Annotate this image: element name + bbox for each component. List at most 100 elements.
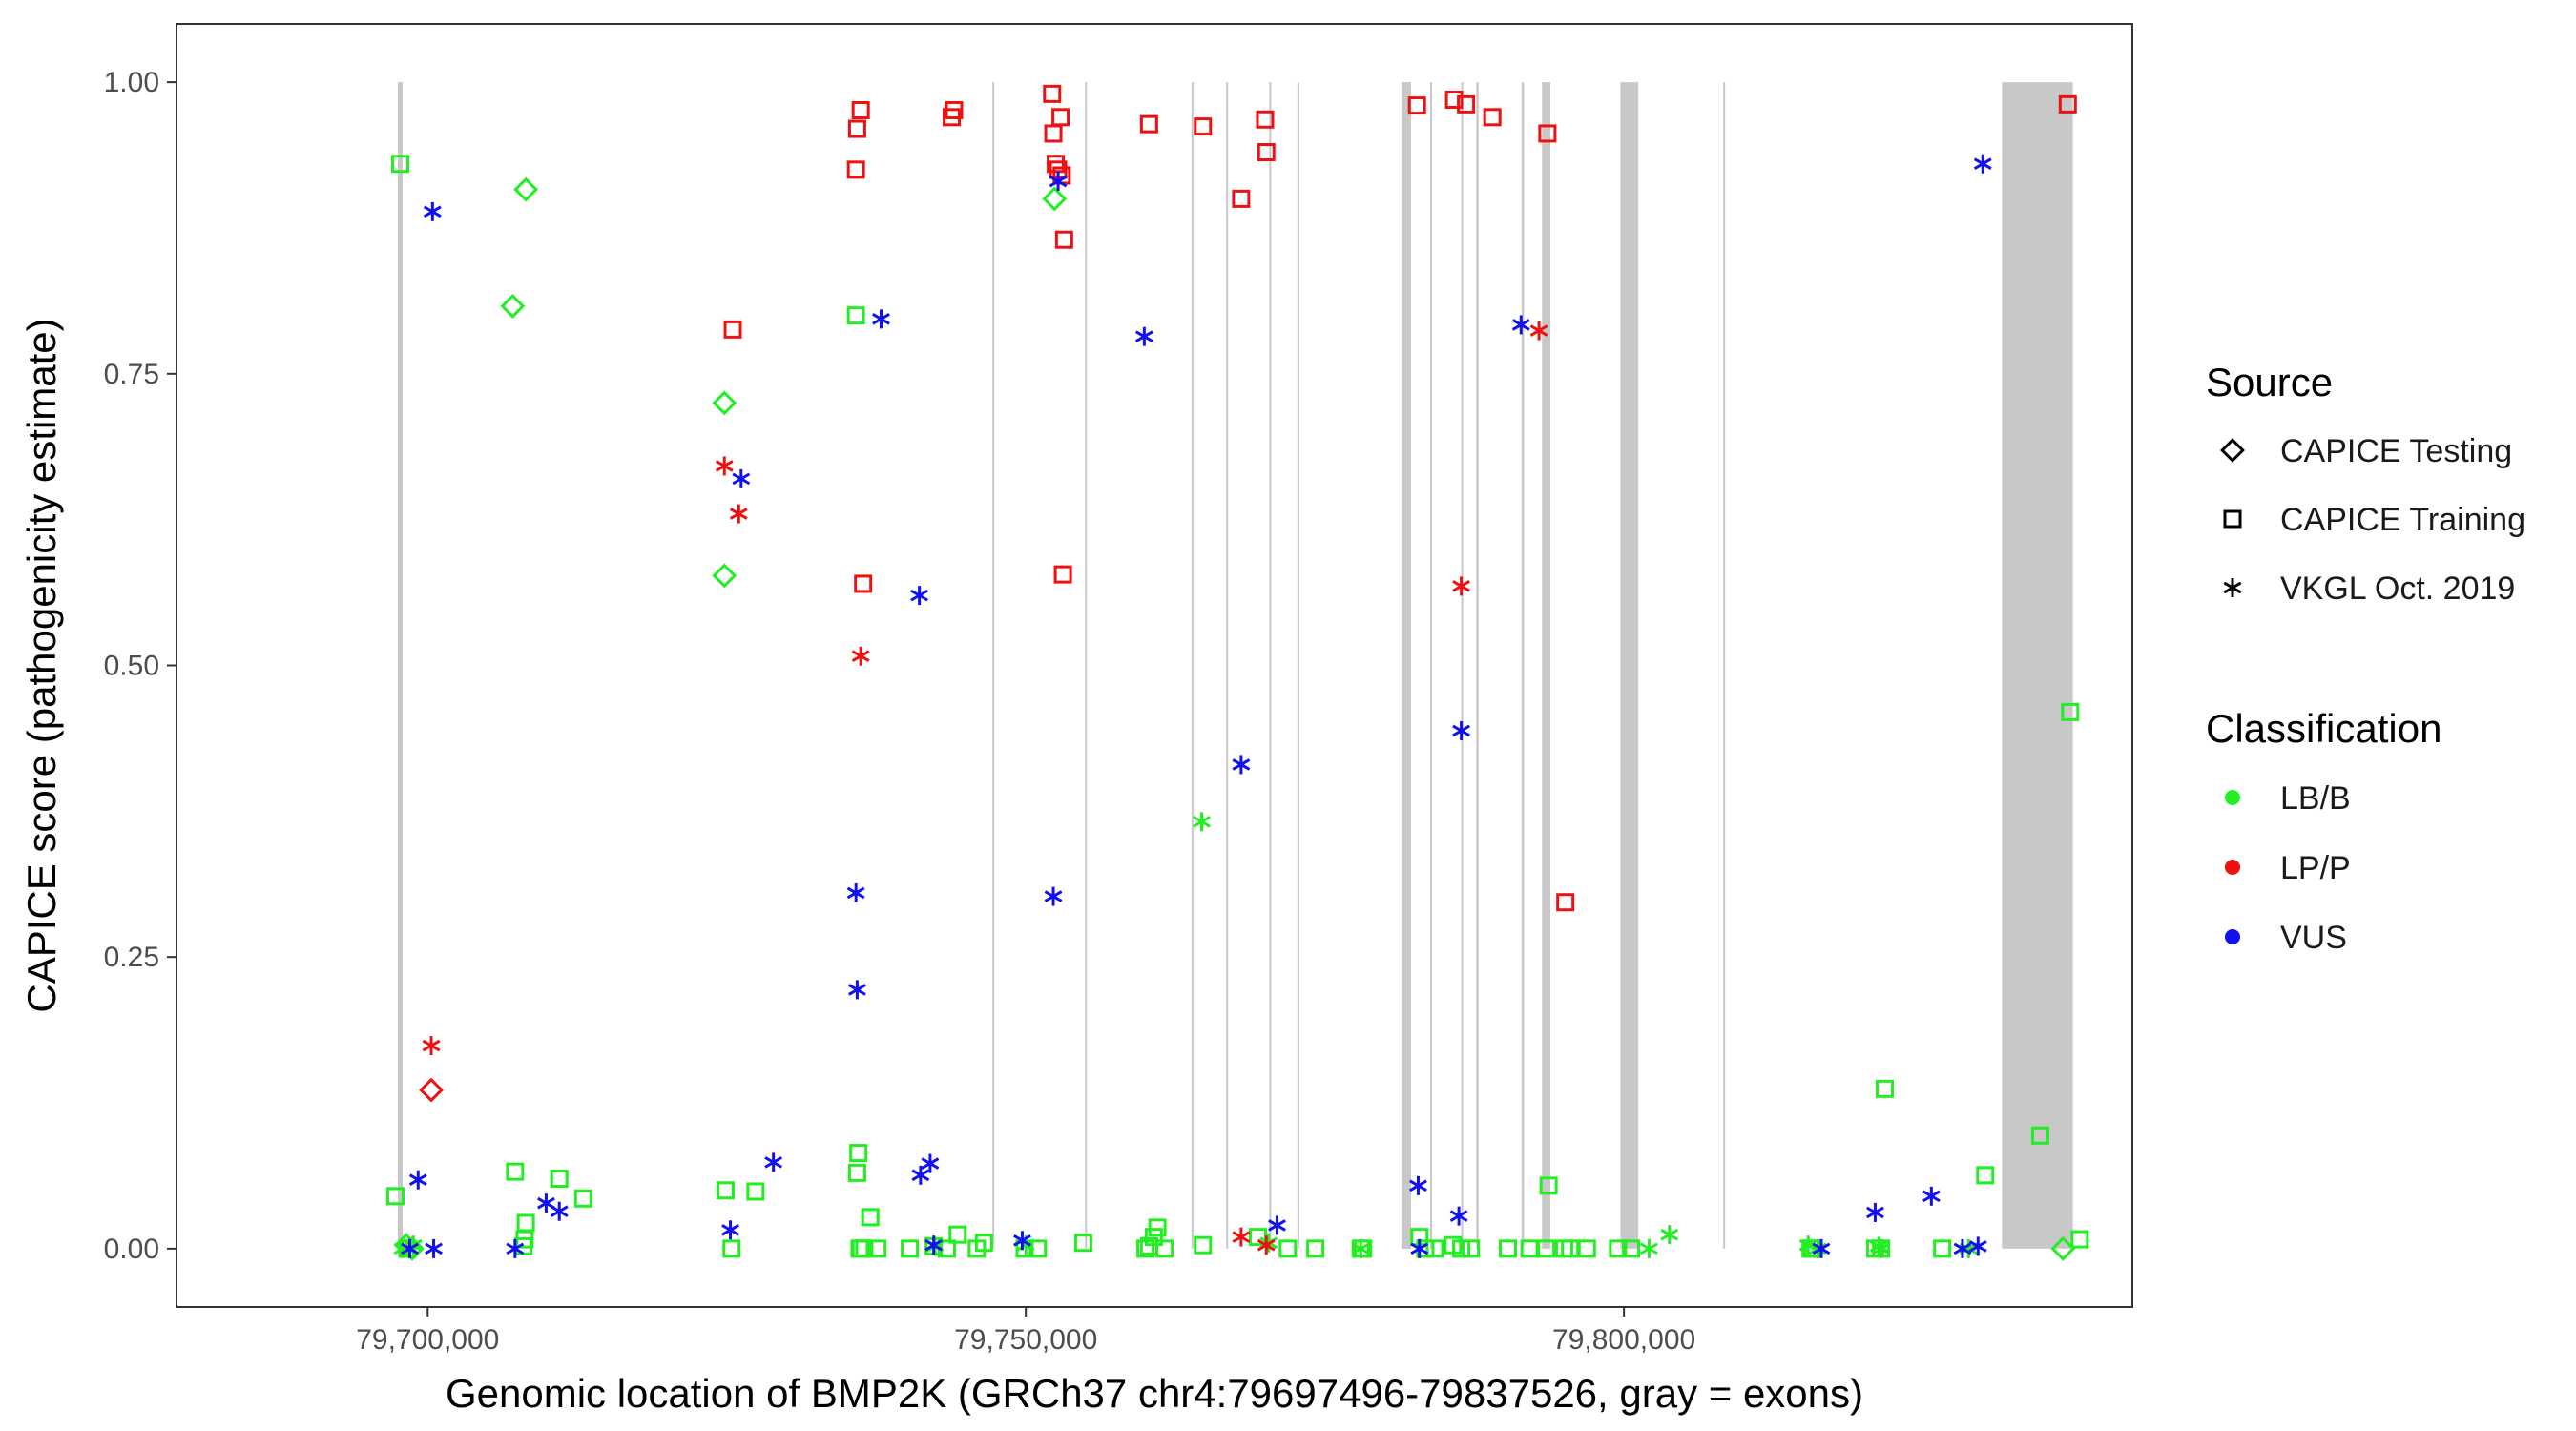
point-capice-training-lb-b xyxy=(1622,1239,1641,1258)
legend-label: CAPICE Training xyxy=(2280,502,2525,538)
legend-label: VUS xyxy=(2280,920,2347,956)
point-vkgl-oct-2019-vus xyxy=(1049,172,1068,192)
point-capice-training-lb-b xyxy=(1499,1239,1518,1258)
legend-key-dot xyxy=(2225,790,2240,805)
exon-band xyxy=(397,82,403,1249)
point-capice-testing-lb-b xyxy=(712,563,737,589)
point-vkgl-oct-2019-vus xyxy=(401,1238,419,1258)
point-vkgl-oct-2019-lb-b xyxy=(1798,1235,1818,1255)
point-capice-training-lb-b xyxy=(2061,702,2080,721)
point-capice-training-lb-b xyxy=(1144,1228,1163,1247)
legend-label: LB/B xyxy=(2280,780,2351,817)
point-capice-training-lb-b xyxy=(868,1239,887,1258)
point-vkgl-oct-2019-vus xyxy=(846,882,865,902)
exon-band xyxy=(1191,82,1194,1249)
point-vkgl-oct-2019-vus xyxy=(1511,315,1530,335)
point-vkgl-oct-2019-lb-b xyxy=(1351,1238,1370,1258)
point-capice-testing-lb-b xyxy=(2050,1235,2076,1261)
point-vkgl-oct-2019-lb-b xyxy=(1193,812,1211,832)
point-capice-testing-lb-b xyxy=(712,390,737,416)
x-tick-label: 79,750,000 xyxy=(954,1324,1097,1356)
point-capice-training-lb-b xyxy=(1194,1235,1213,1255)
exon-band xyxy=(992,82,995,1249)
point-capice-training-lb-b xyxy=(1452,1239,1471,1258)
point-capice-training-lb-b xyxy=(2070,1230,2089,1249)
point-capice-training-lb-b xyxy=(1933,1239,1952,1258)
legend-key-dot xyxy=(2225,860,2240,875)
point-capice-training-lp-p xyxy=(1457,94,1476,114)
point-vkgl-oct-2019-lb-b xyxy=(1872,1238,1891,1258)
exon-band xyxy=(1476,82,1479,1249)
point-capice-training-lp-p xyxy=(1483,108,1502,127)
point-vkgl-oct-2019-lp-p xyxy=(715,456,734,476)
point-capice-training-lb-b xyxy=(506,1162,525,1181)
point-vkgl-oct-2019-vus xyxy=(408,1170,427,1190)
point-capice-testing-lb-b xyxy=(1042,186,1068,212)
data-points xyxy=(385,84,2089,1261)
point-vkgl-oct-2019-lp-p xyxy=(1232,1227,1251,1247)
point-vkgl-oct-2019-lb-b xyxy=(393,1238,412,1258)
legend-key-diamond xyxy=(2220,438,2245,463)
exon-band xyxy=(1226,82,1229,1249)
point-capice-testing-lp-p xyxy=(419,1077,444,1103)
point-vkgl-oct-2019-vus xyxy=(425,1238,443,1258)
point-vkgl-oct-2019-vus xyxy=(732,468,751,488)
point-vkgl-oct-2019-vus xyxy=(1268,1215,1286,1235)
point-capice-training-lp-p xyxy=(1139,114,1158,134)
y-axis: 0.00 0.25 0.50 0.75 1.00 xyxy=(104,67,177,1265)
point-capice-training-lp-p xyxy=(1043,84,1062,103)
point-capice-training-lb-b xyxy=(1875,1079,1894,1098)
point-vkgl-oct-2019-lp-p xyxy=(422,1036,441,1056)
y-tick-label: 0.00 xyxy=(104,1234,159,1265)
point-capice-training-lb-b xyxy=(573,1189,592,1208)
point-vkgl-oct-2019-vus xyxy=(910,586,929,606)
point-vkgl-oct-2019-vus xyxy=(1922,1186,1941,1206)
point-capice-training-lp-p xyxy=(1444,90,1464,109)
point-capice-training-lb-b xyxy=(2030,1126,2049,1145)
point-vkgl-oct-2019-lp-p xyxy=(729,504,748,524)
exon-band xyxy=(1620,82,1639,1249)
exon-bands xyxy=(397,82,2073,1249)
point-capice-training-lb-b xyxy=(855,1239,874,1258)
point-capice-training-lb-b xyxy=(847,1163,866,1182)
exon-band xyxy=(1297,82,1299,1249)
point-capice-training-lb-b xyxy=(1976,1166,1995,1185)
point-capice-training-lb-b xyxy=(1155,1239,1174,1258)
point-capice-training-lb-b xyxy=(974,1234,993,1253)
y-axis-title: CAPICE score (pathogenicity estimate) xyxy=(19,318,64,1012)
point-capice-training-lb-b xyxy=(1073,1234,1092,1253)
point-capice-training-lp-p xyxy=(1538,124,1557,143)
point-capice-training-lb-b xyxy=(1278,1239,1298,1258)
point-capice-training-lb-b xyxy=(390,155,409,174)
exon-band xyxy=(2002,82,2073,1249)
point-vkgl-oct-2019-vus xyxy=(911,1165,930,1185)
exon-band xyxy=(1085,82,1088,1249)
point-capice-training-lb-b xyxy=(1425,1239,1444,1258)
point-vkgl-oct-2019-vus xyxy=(1452,720,1471,740)
y-tick-label: 0.50 xyxy=(104,651,159,682)
exon-band xyxy=(1723,82,1726,1249)
point-vkgl-oct-2019-lb-b xyxy=(1808,1238,1827,1258)
exon-band xyxy=(1521,82,1525,1249)
point-capice-training-lp-p xyxy=(847,119,866,138)
point-vkgl-oct-2019-vus xyxy=(1812,1238,1831,1258)
point-vkgl-oct-2019-vus xyxy=(1410,1238,1429,1258)
point-vkgl-oct-2019-vus xyxy=(921,1153,940,1173)
point-capice-training-lb-b xyxy=(1609,1239,1628,1258)
legend-label: LP/P xyxy=(2280,850,2351,886)
point-capice-training-lp-p xyxy=(945,100,964,119)
x-tick-label: 79,700,000 xyxy=(356,1324,499,1356)
point-capice-training-lb-b xyxy=(1462,1239,1481,1258)
point-capice-training-lb-b xyxy=(849,1144,868,1163)
point-capice-training-lb-b xyxy=(846,306,865,325)
legend-source-title: Source xyxy=(2206,360,2333,404)
point-vkgl-oct-2019-vus xyxy=(1449,1206,1468,1226)
point-capice-training-lp-p xyxy=(2058,94,2077,114)
point-capice-testing-lb-b xyxy=(500,293,526,319)
legend: Source Classification CAPICE Testing CAPI… xyxy=(2206,360,2525,956)
point-capice-training-lp-p xyxy=(1194,117,1213,136)
x-axis: 79,700,000 79,750,000 79,800,000 xyxy=(356,1307,1695,1356)
point-capice-training-lp-p xyxy=(1047,155,1066,174)
